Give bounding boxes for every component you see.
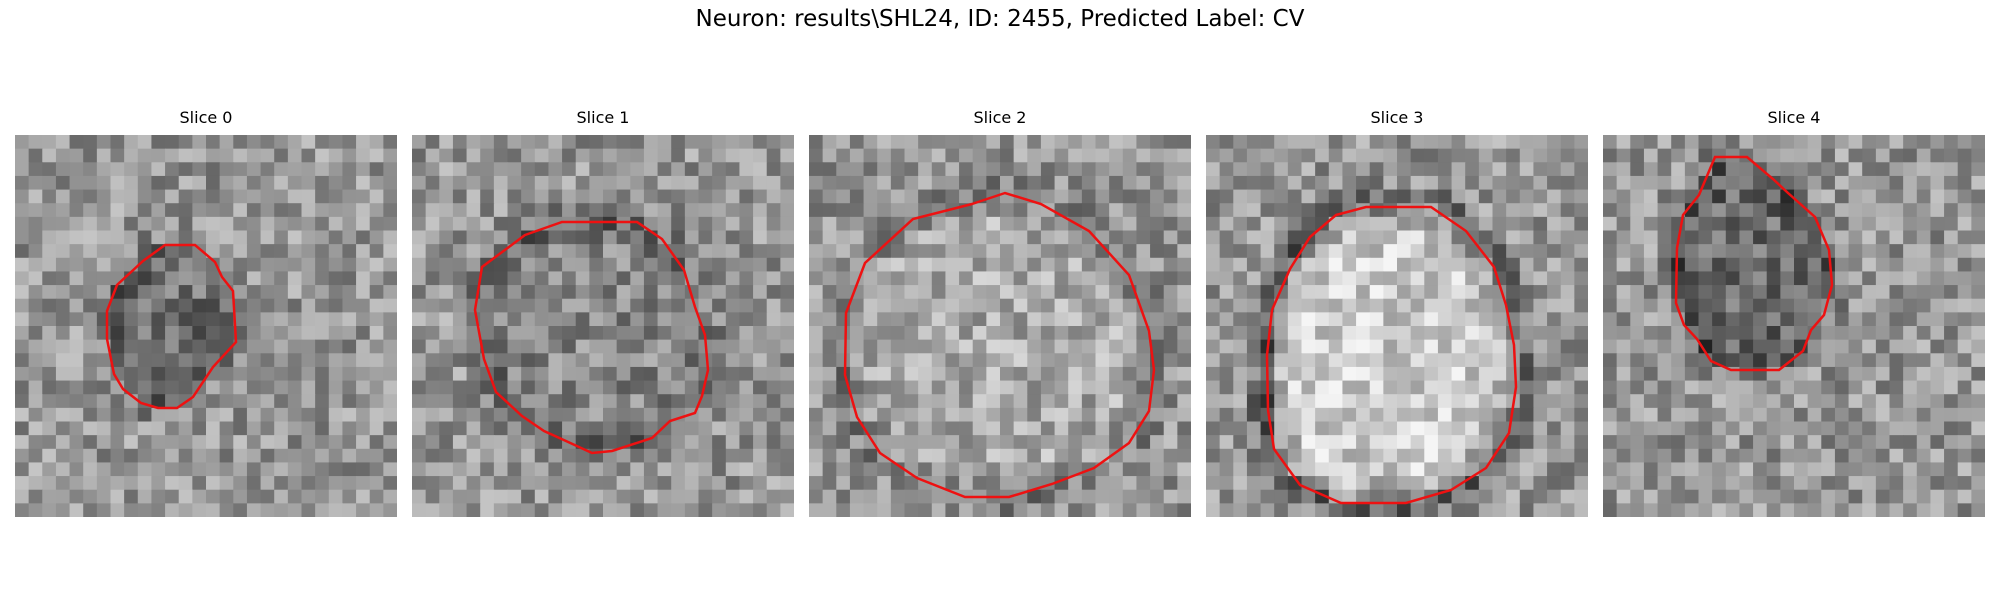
slice-image-4 (1603, 135, 1985, 517)
slice-title-2: Slice 2 (973, 108, 1027, 127)
cell-outline-3 (1265, 205, 1518, 505)
slice-image-3 (1206, 135, 1588, 517)
slice-title-4: Slice 4 (1767, 108, 1821, 127)
slice-image-2 (809, 135, 1191, 517)
cell-outline-0 (105, 243, 238, 410)
cell-outline-1 (473, 220, 710, 455)
slice-title-3: Slice 3 (1370, 108, 1424, 127)
slice-image-0 (15, 135, 397, 517)
figure-title: Neuron: results\SHL24, ID: 2455, Predict… (695, 6, 1305, 32)
slice-title-1: Slice 1 (576, 108, 630, 127)
slice-image-1 (412, 135, 794, 517)
slice-title-0: Slice 0 (179, 108, 233, 127)
cell-outline-4 (1674, 155, 1834, 372)
cell-outline-2 (843, 191, 1156, 499)
